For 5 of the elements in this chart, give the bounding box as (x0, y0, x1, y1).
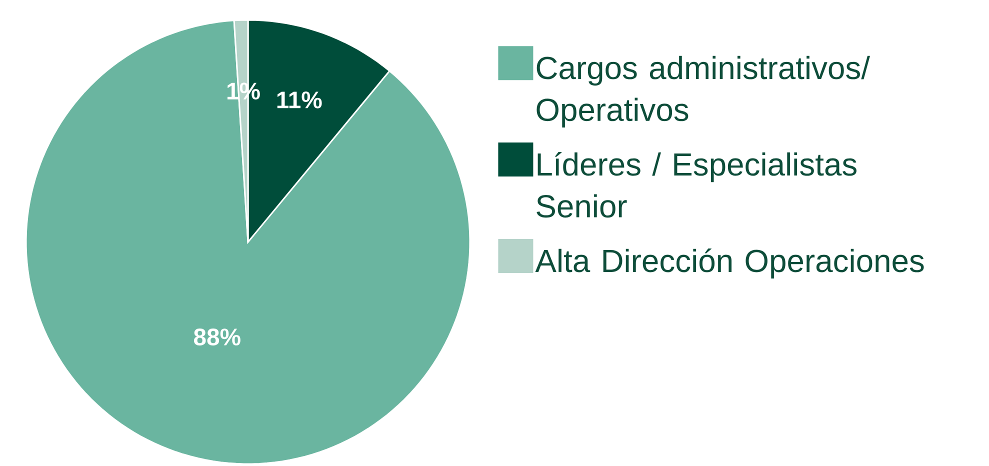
legend-label: Cargos administrativos/ Operativos (536, 56, 870, 128)
data-label: 11% (277, 92, 322, 108)
legend-label: Alta Dirección Operaciones (535, 248, 924, 279)
legend-label: Líderes / Especialistas Senior (536, 152, 856, 218)
data-label: 88% (194, 328, 240, 346)
